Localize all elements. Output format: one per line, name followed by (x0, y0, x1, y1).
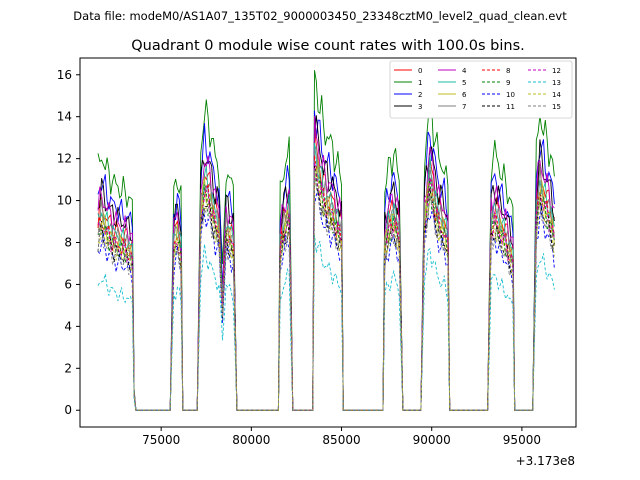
legend-label: 6 (462, 91, 467, 99)
series-line-14 (97, 168, 555, 411)
y-tick-label: 16 (57, 68, 72, 82)
y-tick-label: 10 (57, 194, 72, 208)
y-axis: 0 2 4 6 8 10 12 14 16 (57, 68, 80, 417)
y-tick-label: 14 (57, 110, 72, 124)
x-tick-label: 85000 (322, 433, 360, 447)
series-line-4 (97, 116, 555, 411)
y-tick-label: 8 (64, 236, 72, 250)
x-tick-label: 75000 (142, 433, 180, 447)
series-line-2 (97, 110, 555, 411)
legend-box (389, 60, 573, 119)
series-line-12 (97, 162, 555, 411)
chart-title: Quadrant 0 module wise count rates with … (131, 38, 525, 54)
series-line-13 (97, 234, 555, 411)
legend-label: 1 (418, 79, 422, 87)
x-tick-label: 95000 (503, 433, 541, 447)
legend-label: 4 (462, 67, 467, 75)
legend-label: 11 (506, 103, 515, 111)
legend-label: 0 (418, 67, 422, 75)
legend-label: 14 (552, 91, 561, 99)
chart-suptitle: Data file: modeM0/AS1A07_135T02_90000034… (73, 9, 567, 23)
y-tick-label: 12 (57, 152, 72, 166)
x-tick-label: 80000 (232, 433, 270, 447)
legend-label: 7 (462, 103, 466, 111)
series-layer (97, 70, 555, 411)
y-tick-label: 0 (64, 403, 72, 417)
series-line-3 (97, 115, 555, 411)
y-tick-label: 2 (64, 361, 72, 375)
series-line-15 (97, 170, 555, 411)
y-tick-label: 4 (64, 319, 72, 333)
legend-label: 15 (552, 103, 561, 111)
series-line-1 (97, 70, 555, 411)
legend-label: 9 (506, 79, 510, 87)
legend-label: 3 (418, 103, 422, 111)
x-offset-label: +3.173e8 (516, 454, 575, 468)
legend-label: 8 (506, 67, 510, 75)
legend-label: 10 (506, 91, 515, 99)
legend-label: 5 (462, 79, 466, 87)
legend-label: 13 (552, 79, 561, 87)
x-tick-label: 90000 (413, 433, 451, 447)
y-tick-label: 6 (64, 277, 72, 291)
x-axis: 75000 80000 85000 90000 95000 (142, 427, 541, 447)
series-line-0 (97, 129, 555, 411)
series-line-10 (97, 189, 555, 411)
series-line-7 (97, 146, 555, 411)
legend-label: 2 (418, 91, 422, 99)
legend-label: 12 (552, 67, 561, 75)
